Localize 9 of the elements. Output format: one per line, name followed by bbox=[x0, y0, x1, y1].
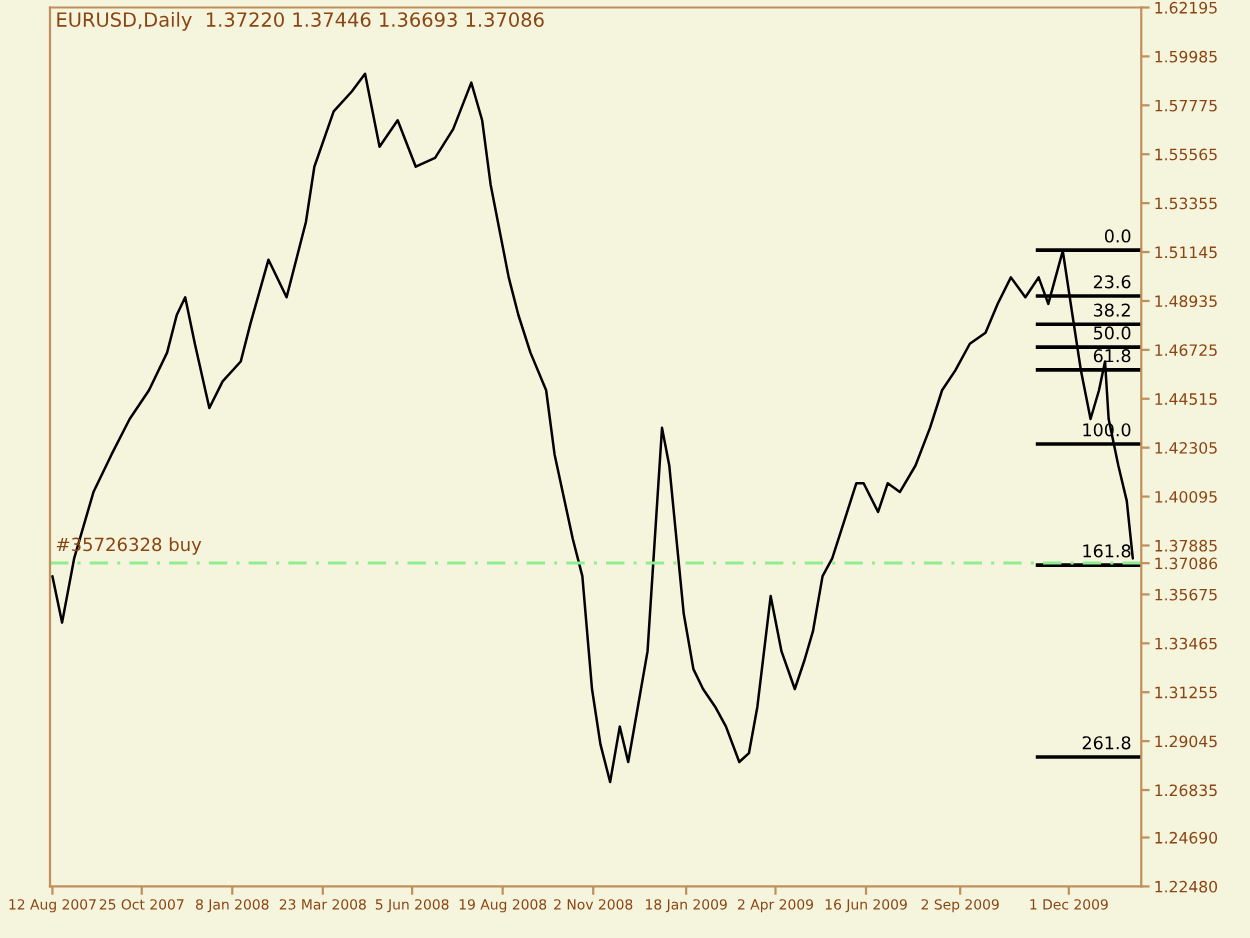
annotation: 0.0 bbox=[1104, 229, 1131, 243]
chart-title: EURUSD,Daily 1.37220 1.37446 1.36693 1.37086 bbox=[57, 11, 544, 31]
annotation: 61.8 bbox=[1093, 349, 1131, 363]
annotation: 161.8 bbox=[1083, 544, 1131, 558]
annotation: 38.2 bbox=[1093, 303, 1130, 317]
line-series bbox=[51, 72, 1135, 784]
annotation: 261.8 bbox=[1082, 736, 1131, 750]
annotation: 50.0 bbox=[1093, 326, 1131, 340]
annotation: 23.6 bbox=[1093, 275, 1131, 289]
